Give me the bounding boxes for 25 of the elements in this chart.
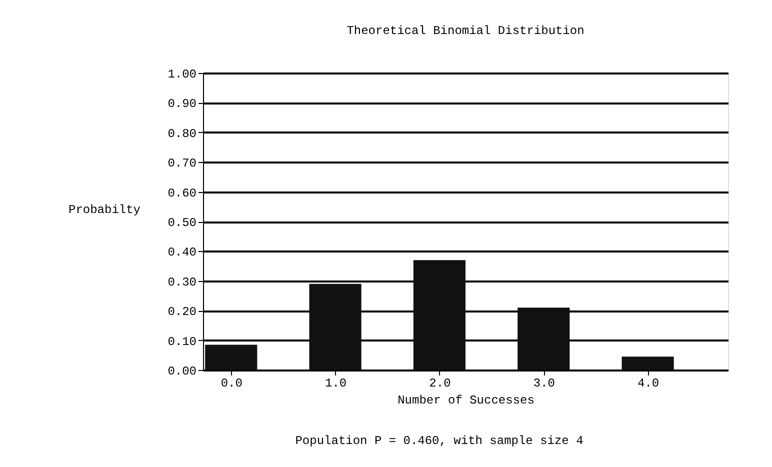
y-tick-label: 0.70 xyxy=(168,156,196,171)
y-tick-label: 0.40 xyxy=(168,246,196,260)
y-axis-title: Probabilty xyxy=(68,203,141,218)
y-tick-label: 0.30 xyxy=(168,275,196,290)
x-axis-title: Number of Successes xyxy=(398,394,534,408)
bar xyxy=(309,284,362,370)
y-tick-label: 0.50 xyxy=(168,216,196,230)
x-tick-label: 0.0 xyxy=(220,376,242,390)
bar xyxy=(205,344,258,370)
y-tick-label: 0.10 xyxy=(168,334,196,349)
x-tick-label: 2.0 xyxy=(429,376,451,390)
x-tick-label: 4.0 xyxy=(637,376,660,390)
chart-title: Theoretical Binomial Distribution xyxy=(346,24,584,38)
bar xyxy=(622,356,674,370)
y-tick-label: 0.00 xyxy=(168,364,196,378)
bar xyxy=(413,260,466,370)
y-tick-label: 0.80 xyxy=(168,126,196,141)
text: Population P = 0.460, with sample size 4 xyxy=(295,434,584,448)
x-tick-label: 1.0 xyxy=(324,376,347,390)
y-tick-label: 0.20 xyxy=(168,305,196,320)
y-tick-label: 0.60 xyxy=(168,186,196,200)
x-tick-label: 3.0 xyxy=(533,376,555,390)
bar xyxy=(518,308,570,370)
y-tick-label: 0.90 xyxy=(168,97,196,112)
y-tick-label: 1.00 xyxy=(168,68,196,82)
